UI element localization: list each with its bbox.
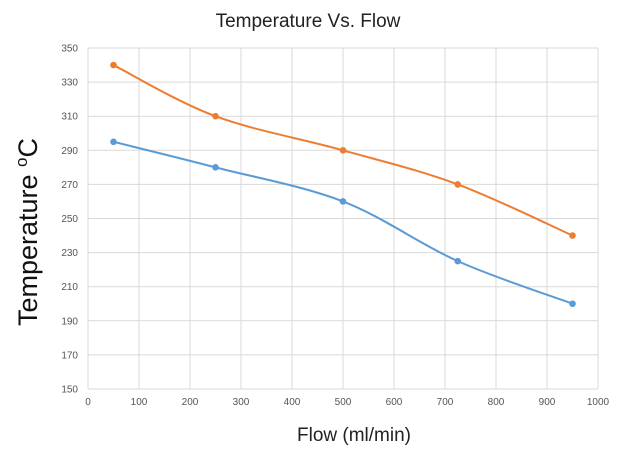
- y-tick-label: 310: [61, 112, 78, 123]
- axes: 0 100 200 300 400 500 600 700 800 900 1000 150 170 19…: [61, 44, 609, 409]
- y-tick-label: 270: [61, 180, 78, 191]
- data-point-series-1: [339, 147, 347, 154]
- x-tick-label: 400: [284, 397, 301, 408]
- x-tick-label: 900: [539, 397, 556, 408]
- data-point-series-1: [569, 232, 576, 239]
- y-axis-label: Temperature oC: [12, 138, 43, 326]
- x-tick-label: 800: [488, 397, 505, 408]
- x-tick-label: 100: [131, 397, 148, 408]
- y-axis-label-superscript: o: [12, 157, 31, 166]
- y-tick-label: 250: [61, 214, 78, 225]
- gridlines: [87, 47, 599, 390]
- x-tick-label: 700: [437, 397, 454, 408]
- x-tick-label: 200: [182, 397, 199, 408]
- y-tick-label: 290: [61, 146, 78, 157]
- y-tick-label: 230: [61, 248, 78, 259]
- data-point-series-1: [212, 112, 219, 120]
- x-tick-label: 500: [335, 397, 352, 408]
- y-tick-label: 190: [61, 316, 78, 327]
- y-tick-label: 350: [61, 44, 78, 55]
- data-point-series-1: [454, 181, 462, 188]
- data-point-series-2: [339, 198, 347, 205]
- y-tick-label: 330: [61, 78, 78, 89]
- data-point-series-2: [569, 300, 576, 308]
- x-tick-label: 1000: [587, 397, 610, 408]
- y-tick-label: 210: [61, 282, 78, 293]
- x-tick-label: 600: [386, 397, 403, 408]
- y-tick-label: 170: [61, 350, 78, 361]
- data-point-series-1: [110, 61, 117, 69]
- x-tick-label: 300: [233, 397, 250, 408]
- data-point-series-2: [110, 138, 117, 146]
- chart-title: Temperature Vs. Flow: [216, 11, 401, 32]
- y-axis-label-unit: C: [13, 138, 43, 158]
- series-layer: [110, 61, 576, 308]
- y-tick-label: 150: [61, 385, 78, 396]
- x-tick-label: 0: [85, 397, 91, 408]
- data-point-series-2: [454, 257, 462, 265]
- y-axis-label-text: Temperature: [13, 167, 43, 326]
- x-axis-label: Flow (ml/min): [297, 425, 411, 446]
- data-point-series-2: [212, 164, 219, 171]
